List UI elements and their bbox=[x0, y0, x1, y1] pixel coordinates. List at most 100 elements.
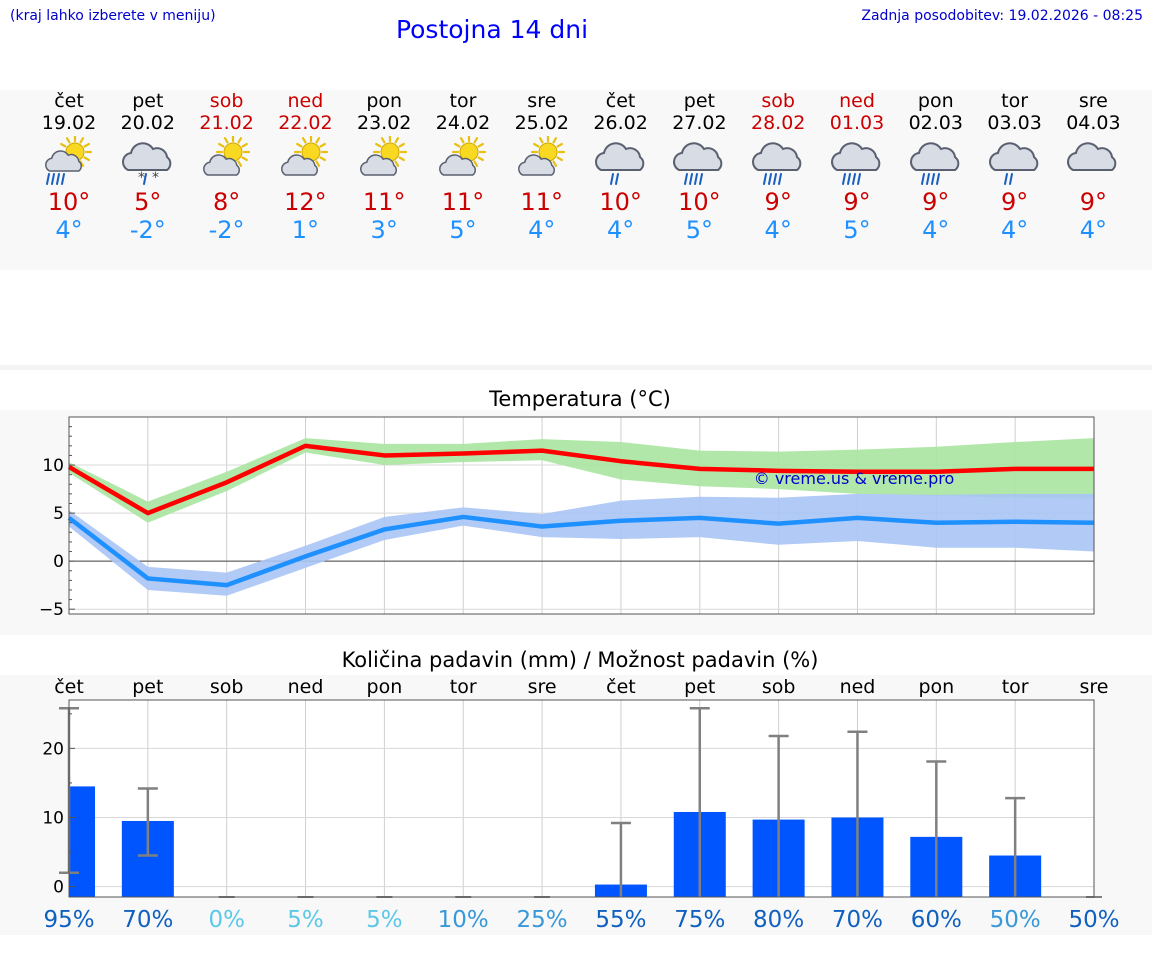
day-forecast: čet 26.02 10° 4° bbox=[582, 90, 660, 244]
x-tick-label: ned bbox=[840, 676, 876, 698]
min-temperature: -2° bbox=[208, 216, 245, 244]
sun-cloud-icon bbox=[517, 136, 565, 176]
min-temperature: -2° bbox=[129, 216, 166, 244]
rain-drop bbox=[768, 173, 773, 185]
day-forecast: čet 19.02 10° 4° bbox=[30, 90, 108, 244]
sun-shape bbox=[373, 136, 408, 170]
max-temperature: 9° bbox=[1079, 188, 1108, 216]
day-date: 03.03 bbox=[987, 112, 1042, 134]
cloud-body bbox=[988, 142, 1038, 171]
precipitation-probability: 95% bbox=[43, 907, 94, 933]
cloud-shape bbox=[45, 150, 82, 172]
cloud-body bbox=[594, 142, 644, 171]
cloud-icon bbox=[1067, 142, 1117, 171]
temperature-chart-title: Temperatura (°C) bbox=[489, 387, 671, 411]
max-temperature: 11° bbox=[441, 188, 485, 216]
y-tick-label: 0 bbox=[53, 552, 64, 572]
rain-drop bbox=[694, 173, 699, 185]
sun-ray bbox=[319, 156, 327, 162]
x-tick-label: sob bbox=[210, 676, 244, 698]
day-name: sre bbox=[527, 90, 557, 112]
sun-cloud-rain-icon bbox=[45, 136, 93, 185]
y-tick-label: 10 bbox=[42, 809, 64, 829]
sun-ray bbox=[381, 137, 386, 144]
min-temperature: 5° bbox=[843, 216, 871, 244]
day-forecast: tor 24.02 11° 5° bbox=[424, 90, 502, 244]
precipitation-probability: 70% bbox=[832, 907, 883, 933]
last-update: Zadnja posodobitev: 19.02.2026 - 08:25 bbox=[861, 8, 1143, 24]
sun-ray bbox=[477, 156, 484, 162]
cloud-body bbox=[360, 154, 398, 176]
cloud-body bbox=[439, 154, 476, 176]
sun-cloud-icon bbox=[281, 136, 329, 176]
max-temperature: 11° bbox=[520, 188, 564, 216]
rain-drop bbox=[1003, 173, 1008, 185]
min-temperature: 1° bbox=[291, 216, 320, 244]
cloud-shape bbox=[439, 154, 476, 176]
day-name: čet bbox=[54, 90, 84, 112]
rain-drop bbox=[920, 173, 925, 185]
rain-drop bbox=[609, 173, 614, 185]
cloud-body bbox=[202, 154, 240, 176]
max-temperature: 8° bbox=[212, 188, 241, 216]
day-forecast: tor 03.03 9° 4° bbox=[976, 90, 1054, 244]
sun-ray bbox=[398, 156, 406, 162]
precipitation-probability: 80% bbox=[753, 907, 804, 933]
sun-ray bbox=[79, 160, 85, 167]
cloud-body bbox=[831, 142, 881, 171]
precipitation-chart-title: Količina padavin (mm) / Možnost padavin … bbox=[341, 648, 819, 672]
precipitation-probability: 5% bbox=[366, 907, 403, 933]
cloud-rain-icon bbox=[988, 142, 1038, 185]
day-forecast: sre 04.03 9° 4° bbox=[1054, 90, 1132, 244]
y-tick-label: 20 bbox=[42, 739, 64, 759]
day-name: ned bbox=[839, 90, 875, 112]
x-tick-label: čet bbox=[54, 676, 84, 698]
sun-ray bbox=[315, 160, 321, 167]
day-date: 01.03 bbox=[829, 112, 885, 134]
rain-drop bbox=[778, 173, 783, 185]
header-hint[interactable]: (kraj lahko izberete v meniju) bbox=[10, 8, 216, 24]
day-forecast: pon 23.02 11° 3° bbox=[345, 90, 423, 244]
y-tick-label: 5 bbox=[53, 504, 64, 524]
sun-ray bbox=[236, 160, 242, 167]
day-date: 21.02 bbox=[199, 112, 254, 134]
day-date: 02.03 bbox=[908, 112, 963, 134]
sun-cloud-rain-icon bbox=[45, 136, 93, 185]
day-forecast: ned 22.02 12° 1° bbox=[266, 90, 344, 244]
rain-drop bbox=[935, 173, 940, 185]
cloud-body bbox=[281, 154, 319, 176]
cloud-shape bbox=[360, 154, 398, 176]
day-date: 24.02 bbox=[435, 112, 491, 134]
rain-drop bbox=[1008, 173, 1013, 185]
cloud-body bbox=[45, 150, 82, 172]
x-tick-label: čet bbox=[606, 676, 636, 698]
day-forecast: sre 25.02 11° 4° bbox=[503, 90, 581, 244]
cloud-body bbox=[517, 154, 555, 176]
min-temperature-line bbox=[67, 514, 1095, 588]
max-temperature: 12° bbox=[284, 188, 327, 216]
x-tick-label: ned bbox=[288, 676, 324, 698]
sun-ray bbox=[217, 142, 225, 148]
cloud-shape bbox=[594, 142, 644, 171]
error-bar bbox=[689, 707, 710, 897]
x-tick-label: sob bbox=[762, 676, 796, 698]
sun-ray bbox=[60, 142, 67, 148]
cloud-shape bbox=[281, 154, 319, 176]
sun-ray bbox=[302, 137, 307, 144]
day-name: čet bbox=[605, 90, 636, 112]
day-forecast: pon 02.03 9° 4° bbox=[897, 90, 975, 244]
cloud-shape bbox=[752, 142, 802, 171]
x-tick-label: sre bbox=[1080, 676, 1109, 698]
day-name: sob bbox=[761, 90, 795, 112]
sun-ray bbox=[473, 137, 479, 144]
sun-ray bbox=[83, 156, 90, 162]
day-date: 20.02 bbox=[120, 112, 175, 134]
rain-drop bbox=[142, 173, 147, 185]
cloud-heavy-rain-icon bbox=[831, 142, 881, 185]
day-name: sob bbox=[209, 90, 244, 112]
day-date: 28.02 bbox=[750, 112, 806, 134]
precipitation-probability: 25% bbox=[517, 907, 568, 933]
precipitation-probability: 55% bbox=[595, 907, 646, 933]
sun-ray bbox=[477, 142, 484, 148]
precipitation-probability: 75% bbox=[674, 907, 725, 933]
